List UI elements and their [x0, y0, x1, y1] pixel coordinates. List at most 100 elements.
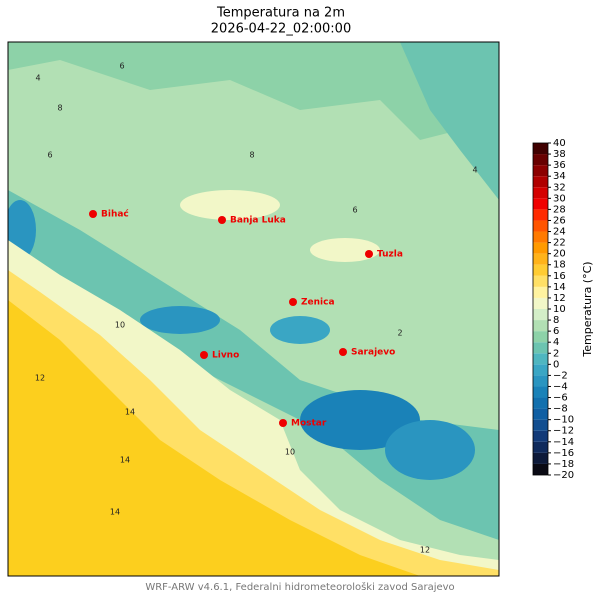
subtitle: 2026-04-22_02:00:00 [211, 22, 351, 37]
colorbar-segment [533, 452, 548, 464]
city-marker [289, 298, 297, 306]
colorbar-tick-label: 12 [553, 293, 566, 304]
city-marker [200, 351, 208, 359]
contour-label: 6 [352, 206, 357, 215]
colorbar-tick-label: 8 [553, 315, 559, 326]
contour-label: 14 [120, 456, 130, 465]
colorbar-tick-label: −4 [553, 381, 568, 392]
region [8, 42, 499, 140]
region [8, 190, 499, 540]
region [140, 306, 220, 334]
colorbar-tick-label: −18 [553, 459, 574, 470]
colorbar-tick-label: −6 [553, 393, 568, 404]
colorbar-segment [533, 375, 548, 387]
contour-label: 14 [125, 408, 135, 417]
contour-label: 8 [57, 104, 62, 113]
colorbar-segment [533, 154, 548, 166]
colorbar-segment [533, 331, 548, 343]
colorbar-tick-label: 26 [553, 215, 566, 226]
colorbar-tick-label: 24 [553, 227, 566, 238]
city-label: Livno [212, 351, 239, 361]
colorbar-tick-label: 10 [553, 304, 566, 315]
city-label: Tuzla [377, 250, 403, 260]
city-label: Zenica [301, 298, 335, 308]
colorbar-tick-label: 40 [553, 138, 566, 149]
colorbar-segment [533, 198, 548, 210]
colorbar-segment [533, 220, 548, 232]
region [310, 238, 380, 262]
map-frame [7, 41, 500, 577]
colorbar-segment [533, 309, 548, 321]
city-marker [89, 210, 97, 218]
colorbar-segment [533, 187, 548, 199]
contour-label: 12 [420, 546, 430, 555]
colorbar-tick-label: 0 [553, 359, 559, 370]
contour-label: 10 [115, 321, 125, 330]
region [385, 420, 475, 480]
contour-label: 14 [110, 508, 120, 517]
colorbar-segment [533, 408, 548, 420]
city-marker [279, 419, 287, 427]
colorbar-tick-label: 6 [553, 326, 559, 337]
colorbar-tick-label: −16 [553, 448, 574, 459]
colorbar-tick-label: 36 [553, 160, 566, 171]
colorbar-segment [533, 231, 548, 243]
region [300, 390, 420, 450]
colorbar-segment [533, 176, 548, 188]
colorbar-segment [533, 165, 548, 177]
city-label: Bihać [101, 209, 129, 220]
colorbar-segment [533, 209, 548, 221]
colorbar-tick-label: −12 [553, 426, 574, 437]
colorbar-tick-label: 30 [553, 193, 566, 204]
colorbar-segment [533, 242, 548, 254]
colorbar-tick-label: −10 [553, 415, 574, 426]
city-marker [365, 250, 373, 258]
colorbar-segment [533, 320, 548, 332]
colorbar-tick-label: 4 [553, 337, 559, 348]
contour-label: 12 [35, 374, 45, 383]
colorbar-segment [533, 275, 548, 287]
colorbar-tick-label: 16 [553, 271, 566, 282]
city-marker [218, 216, 226, 224]
colorbar-segment [533, 342, 548, 354]
colorbar-tick-label: −2 [553, 370, 568, 381]
colorbar-segment [533, 430, 548, 442]
city-label: Banja Luka [230, 216, 286, 226]
colorbar-tick-label: 20 [553, 249, 566, 260]
contour-label: 8 [249, 151, 254, 160]
colorbar-label: Temperatura (°C) [581, 261, 594, 357]
colorbar-tick-label: −20 [553, 470, 574, 481]
colorbar-segment [533, 353, 548, 365]
contour-label: 6 [47, 151, 52, 160]
contour-label: 4 [35, 74, 40, 83]
colorbar-segment [533, 397, 548, 409]
colorbar-segment [533, 297, 548, 309]
contour-label: 6 [119, 62, 124, 71]
title: Temperatura na 2m [216, 6, 345, 21]
region [180, 190, 280, 220]
colorbar-tick-label: 2 [553, 348, 559, 359]
city-label: Mostar [291, 419, 327, 429]
contour-label: 10 [285, 448, 295, 457]
colorbar-segment [533, 286, 548, 298]
colorbar-segment [533, 253, 548, 265]
colorbar-tick-label: −14 [553, 437, 574, 448]
city-marker [339, 348, 347, 356]
map: Bihać Banja Luka Tuzla Zenica Sarajevo Livno M… [7, 41, 500, 577]
colorbar-tick-label: 34 [553, 171, 566, 182]
colorbar-tick-label: −8 [553, 404, 568, 415]
colorbar-segment [533, 143, 548, 155]
colorbar-tick-label: 38 [553, 149, 566, 160]
colorbar-tick-label: 22 [553, 238, 566, 249]
colorbar-segment [533, 386, 548, 398]
colorbar-segment [533, 463, 548, 475]
footer: WRF-ARW v4.6.1, Federalni hidrometeorolo… [145, 581, 454, 593]
colorbar-segment [533, 419, 548, 431]
region [400, 42, 499, 200]
contour-label: 4 [472, 166, 477, 175]
region [270, 316, 330, 344]
colorbar-segment [533, 441, 548, 453]
colorbar-segment [533, 264, 548, 276]
sea [8, 300, 420, 576]
